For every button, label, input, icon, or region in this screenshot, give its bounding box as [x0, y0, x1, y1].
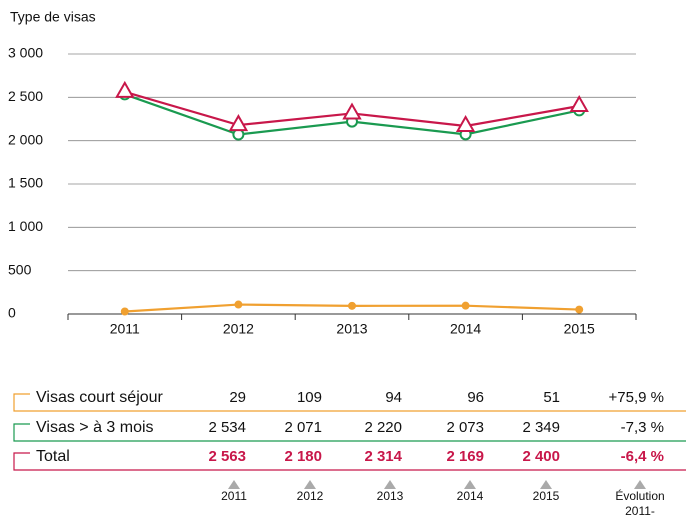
marker [575, 305, 584, 314]
marker [461, 301, 470, 310]
row-rule [13, 423, 686, 442]
footer-arrow [464, 480, 476, 489]
footer-year: 2013 [377, 489, 404, 503]
row-label: Visas > à 3 mois [36, 419, 154, 436]
change-header: Évolution 2011-2015 [615, 489, 665, 518]
x-tick-label: 2014 [450, 321, 481, 337]
cell: 2 071 [284, 419, 322, 436]
footer-arrow [304, 480, 316, 489]
row-rule [13, 393, 686, 412]
row-label: Visas court séjour [36, 389, 164, 406]
cell: 2 563 [208, 448, 246, 465]
x-tick-label: 2012 [223, 321, 254, 337]
cell: 51 [543, 389, 560, 406]
marker [569, 94, 589, 112]
cell: 2 220 [364, 419, 402, 436]
y-tick-label: 0 [8, 305, 16, 321]
footer-year: 2012 [297, 489, 324, 503]
cell-change: +75,9 % [609, 389, 664, 406]
row-rule [13, 452, 686, 471]
footer-year: 2011 [221, 489, 247, 503]
y-tick-label: 3 000 [8, 45, 43, 61]
marker [115, 80, 135, 98]
cell: 94 [385, 389, 402, 406]
cell: 2 349 [522, 419, 560, 436]
footer-year: 2014 [457, 489, 484, 503]
cell: 2 314 [364, 448, 402, 465]
footer-arrow [384, 480, 396, 489]
x-tick-label: 2011 [110, 321, 140, 337]
marker [228, 114, 249, 132]
marker [120, 307, 129, 316]
cell: 2 169 [446, 448, 484, 465]
marker [455, 115, 476, 133]
cell: 109 [297, 389, 322, 406]
y-tick-label: 2 000 [8, 131, 43, 147]
cell: 2 534 [208, 419, 246, 436]
y-tick-label: 1 500 [8, 175, 43, 191]
cell: 29 [229, 389, 246, 406]
footer-arrow [540, 480, 552, 489]
y-tick-label: 2 500 [8, 88, 43, 104]
x-tick-label: 2015 [564, 321, 595, 337]
footer-arrow [634, 480, 646, 489]
marker [234, 300, 243, 309]
cell: 96 [467, 389, 484, 406]
footer-year: 2015 [533, 489, 560, 503]
x-tick-label: 2013 [336, 321, 367, 337]
cell: 2 400 [522, 448, 560, 465]
marker [342, 102, 362, 120]
marker [348, 301, 356, 310]
footer-arrow [228, 480, 240, 489]
row-label: Total [36, 448, 70, 465]
cell: 2 073 [446, 419, 484, 436]
cell-change: -6,4 % [621, 448, 664, 465]
cell-change: -7,3 % [621, 419, 664, 436]
y-tick-label: 500 [8, 261, 32, 277]
chart-title: Type de visas [10, 9, 96, 25]
y-tick-label: 1 000 [8, 218, 43, 234]
cell: 2 180 [284, 448, 322, 465]
